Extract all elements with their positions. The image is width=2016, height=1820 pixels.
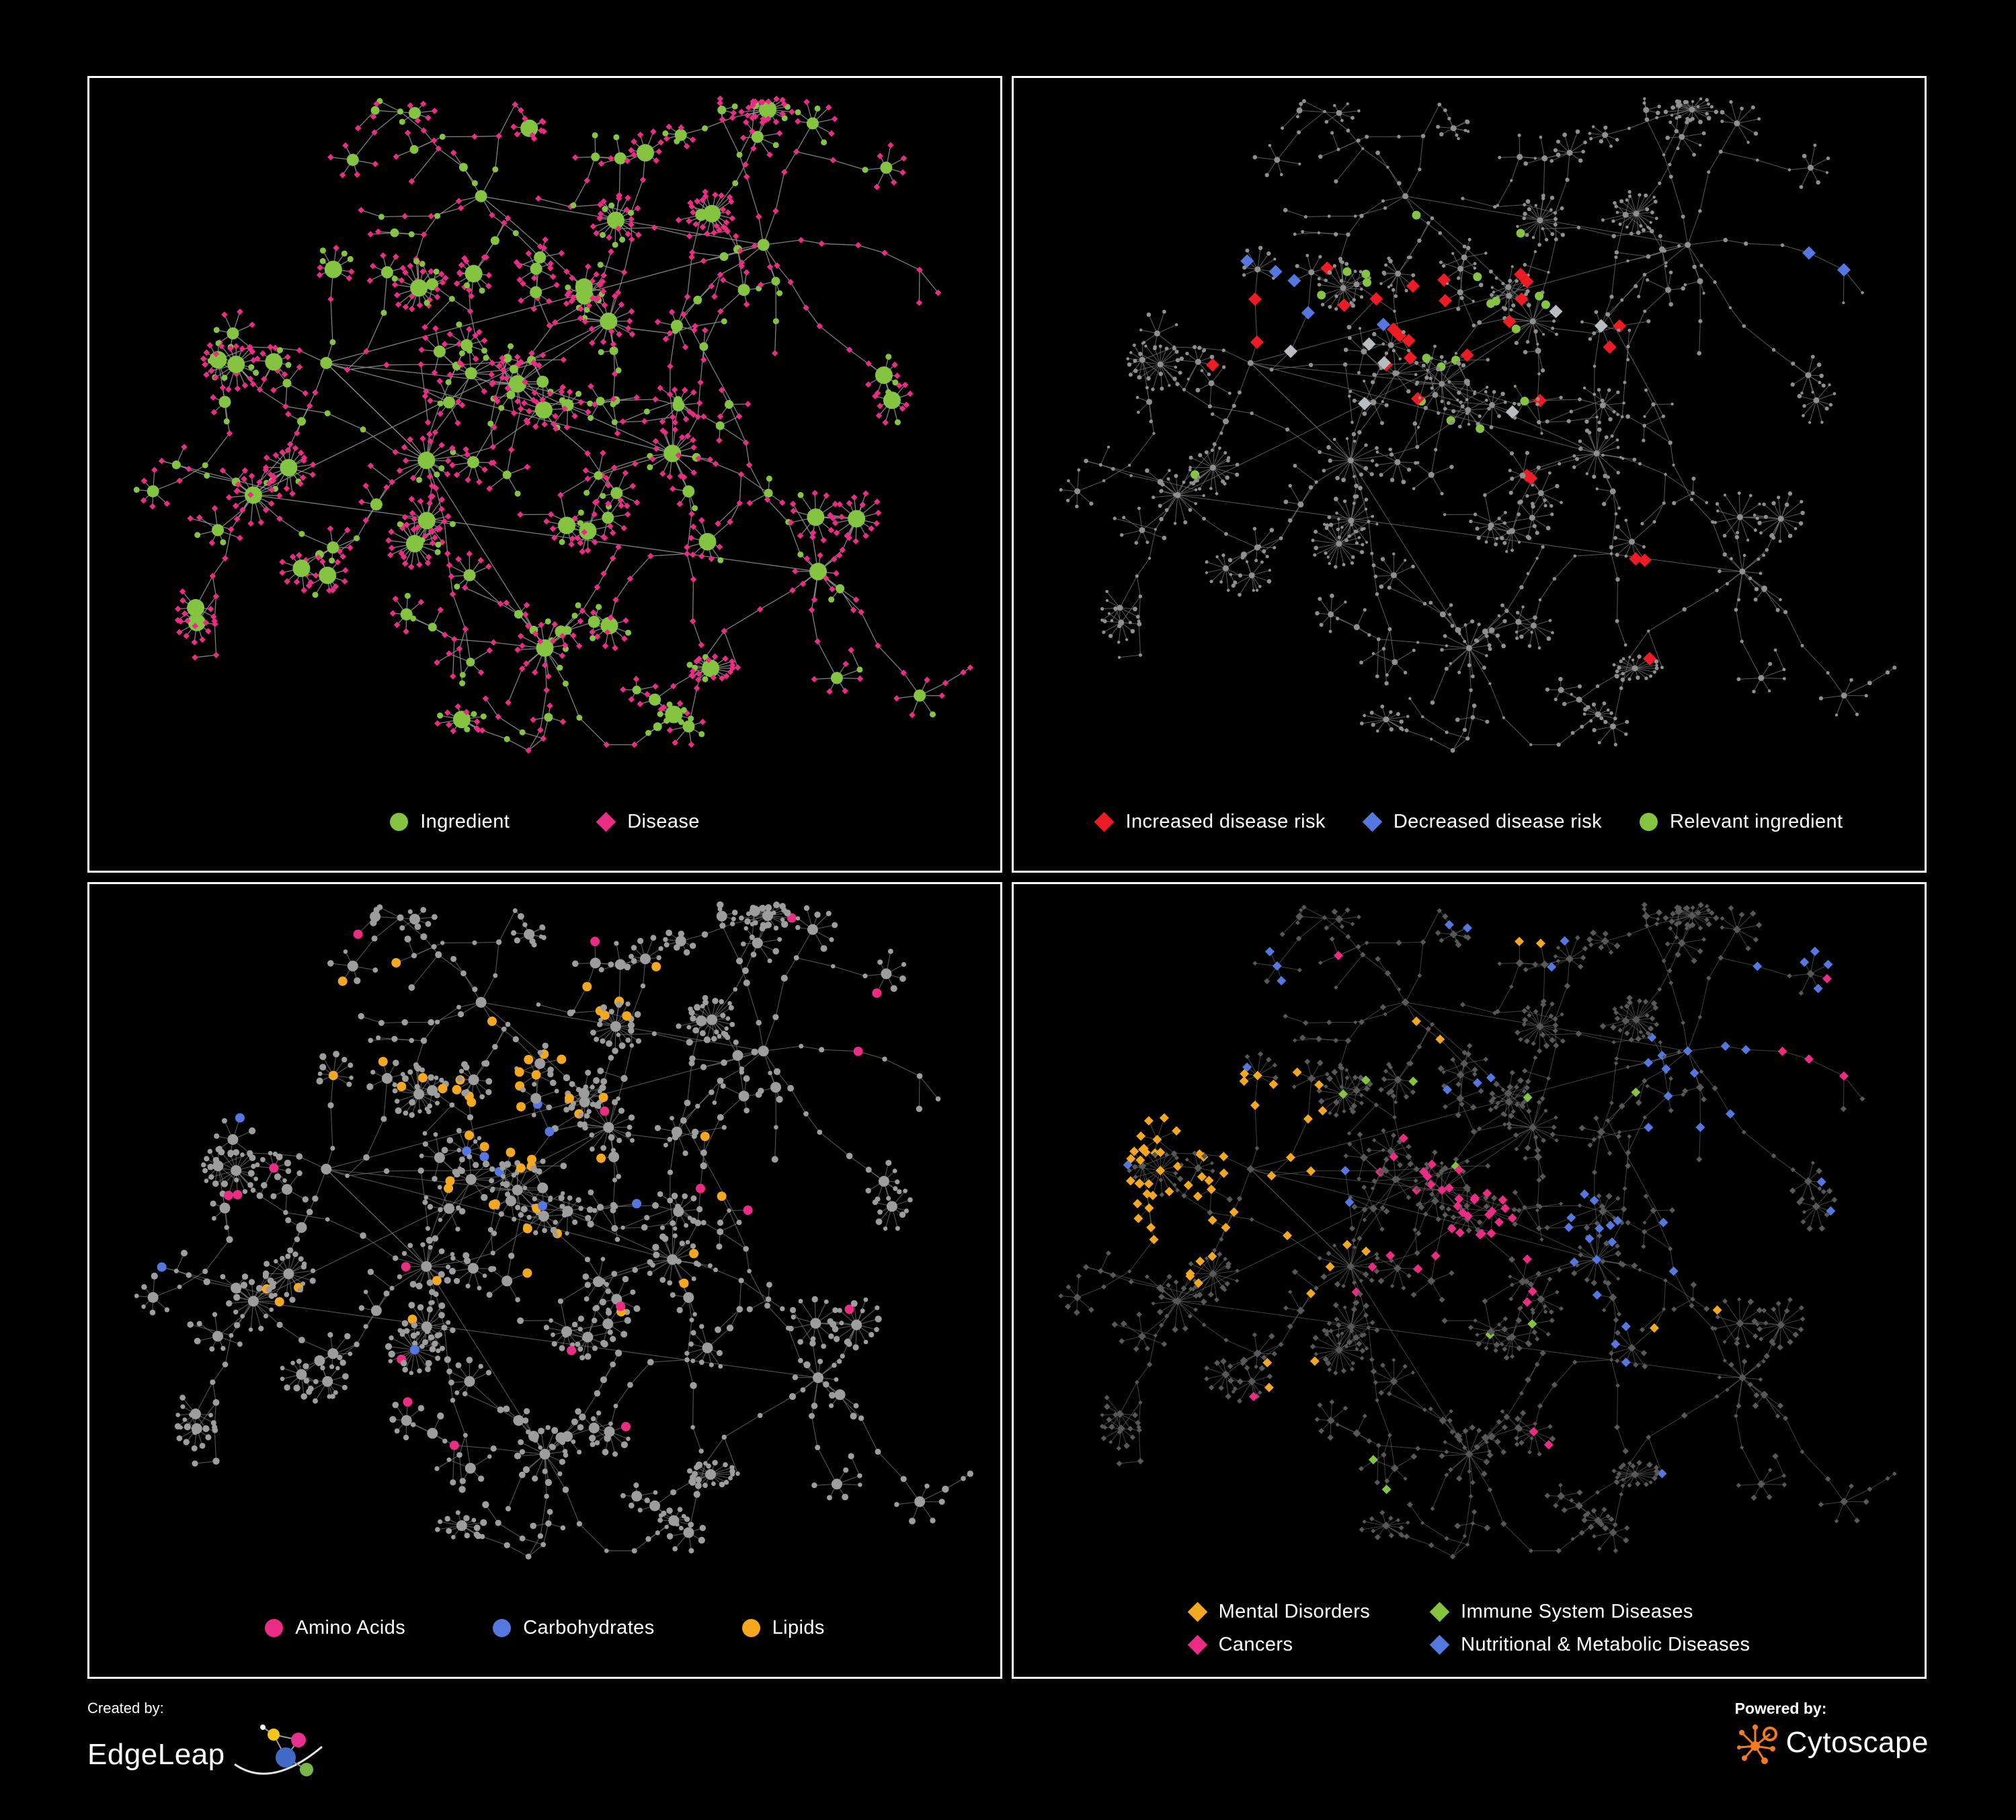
edgeleap-logo-text: EdgeLeap xyxy=(87,1738,225,1771)
legend-label: Disease xyxy=(627,811,700,832)
legend-item-immune-system-diseases: Immune System Diseases xyxy=(1429,1600,1693,1623)
panel-disease-classes: Mental Disorders Immune System Diseases Ca… xyxy=(1012,882,1927,1679)
legend-label: Ingredient xyxy=(420,811,510,832)
panel-ingredient-disease: Ingredient Disease xyxy=(87,76,1002,873)
diamond-marker-icon xyxy=(596,812,616,832)
legend-label: Lipids xyxy=(772,1617,825,1638)
legend-item-nutritional-metabolic-diseases: Nutritional & Metabolic Diseases xyxy=(1429,1633,1750,1656)
legend-item-increased-disease-risk: Increased disease risk xyxy=(1094,811,1326,833)
panel-grid: Ingredient Disease Increased disease risk… xyxy=(87,76,1927,1679)
cytoscape-logo-icon xyxy=(1736,1725,1777,1764)
footer: Created by: EdgeLeap xyxy=(87,1700,1929,1814)
legend-label: Amino Acids xyxy=(295,1617,406,1638)
legend-nutrient-classes: Amino Acids Carbohydrates Lipids xyxy=(89,1579,1000,1677)
legend-item-cancers: Cancers xyxy=(1187,1633,1293,1656)
circle-marker-icon xyxy=(741,1619,760,1637)
legend-item-relevant-ingredient: Relevant ingredient xyxy=(1640,811,1843,833)
legend-label: Cancers xyxy=(1218,1633,1293,1655)
cytoscape-credit: Powered by: xyxy=(1735,1700,1929,1765)
created-by-label: Created by: xyxy=(87,1700,164,1716)
panel-nutrient-classes: Amino Acids Carbohydrates Lipids xyxy=(87,882,1002,1679)
diamond-marker-icon xyxy=(1094,812,1115,832)
diamond-marker-icon xyxy=(1187,1634,1207,1655)
diamond-marker-icon xyxy=(1187,1601,1207,1622)
legend-item-amino-acids: Amino Acids xyxy=(265,1617,405,1639)
edgeleap-logo-icon xyxy=(233,1725,323,1776)
circle-marker-icon xyxy=(265,1619,284,1637)
legend-label: Mental Disorders xyxy=(1218,1600,1371,1622)
legend-label: Increased disease risk xyxy=(1125,811,1326,832)
network-canvas-ingredient-disease xyxy=(133,95,974,754)
powered-by-label: Powered by: xyxy=(1734,1700,1827,1717)
diamond-marker-icon xyxy=(1429,1601,1450,1622)
legend-label: Decreased disease risk xyxy=(1393,811,1603,832)
network-canvas-nutrient-classes xyxy=(134,901,974,1560)
legend-item-ingredient: Ingredient xyxy=(390,811,510,833)
legend-item-carbohydrates: Carbohydrates xyxy=(493,1617,654,1639)
circle-marker-icon xyxy=(1640,813,1658,831)
network-canvas-disease-risk xyxy=(1059,97,1897,753)
legend-label: Nutritional & Metabolic Diseases xyxy=(1461,1633,1750,1655)
legend-ingredient-disease: Ingredient Disease xyxy=(89,773,1000,871)
network-canvas-disease-classes xyxy=(1058,902,1897,1560)
legend-item-lipids: Lipids xyxy=(741,1617,825,1639)
diamond-marker-icon xyxy=(1362,812,1383,832)
legend-disease-classes: Mental Disorders Immune System Diseases Ca… xyxy=(1014,1579,1925,1677)
legend-disease-risk: Increased disease risk Decreased disease … xyxy=(1014,773,1925,871)
legend-label: Relevant ingredient xyxy=(1670,811,1843,832)
edgeleap-credit: Created by: EdgeLeap xyxy=(87,1700,326,1790)
legend-item-disease: Disease xyxy=(596,811,700,833)
legend-label: Immune System Diseases xyxy=(1461,1600,1693,1622)
legend-label: Carbohydrates xyxy=(523,1617,655,1638)
legend-item-decreased-disease-risk: Decreased disease risk xyxy=(1362,811,1603,833)
cytoscape-logo-text: Cytoscape xyxy=(1785,1726,1929,1759)
circle-marker-icon xyxy=(493,1619,512,1637)
legend-item-mental-disorders: Mental Disorders xyxy=(1187,1600,1371,1623)
diamond-marker-icon xyxy=(1429,1634,1450,1655)
panel-disease-risk: Increased disease risk Decreased disease … xyxy=(1012,76,1927,873)
circle-marker-icon xyxy=(390,813,409,831)
